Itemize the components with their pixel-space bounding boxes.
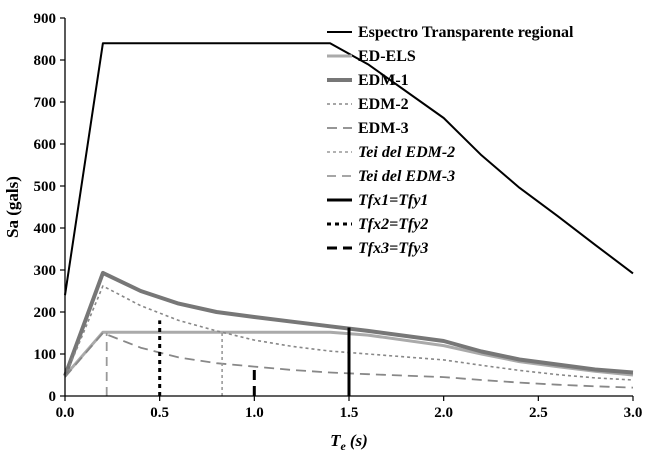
y-tick-label: 300 (34, 263, 57, 279)
legend-label-6: Tei del EDM-3 (358, 168, 455, 185)
legend-label-3: EDM-2 (358, 96, 409, 113)
y-tick-label: 200 (34, 305, 57, 321)
x-tick-label: 2.0 (434, 405, 453, 421)
x-axis-title: Te (s) (330, 431, 368, 453)
y-tick-label: 100 (34, 347, 57, 363)
y-tick-label: 0 (49, 389, 57, 405)
x-tick-label: 0.5 (150, 405, 169, 421)
series-line-0 (64, 42, 634, 296)
legend-label-0: Espectro Transparente regional (358, 24, 574, 41)
series-line-2 (63, 270, 634, 377)
x-axis-title-main: T (330, 431, 341, 450)
series-line-3 (64, 285, 634, 381)
y-tick-label: 900 (34, 11, 57, 27)
y-tick-label: 400 (34, 221, 57, 237)
x-tick-label: 0.0 (56, 405, 75, 421)
x-tick-label: 1.0 (245, 405, 264, 421)
legend: Espectro Transparente regional ED-ELS EDM-… (327, 24, 574, 257)
axes-group: 0 100 200 300 400 500 600 700 800 900 0.0 0.5 1.0 1.5… (34, 11, 643, 421)
legend-label-8: Tfx2=Tfy2 (358, 216, 428, 233)
x-axis-title-sub: e (341, 439, 347, 453)
y-tick-label: 500 (34, 179, 57, 195)
x-tick-label: 3.0 (624, 405, 643, 421)
series-group (63, 42, 634, 396)
series-line-4 (64, 332, 634, 389)
legend-label-9: Tfx3=Tfy3 (358, 240, 428, 257)
x-tick-label: 2.5 (529, 405, 548, 421)
legend-label-7: Tfx1=Tfy1 (358, 192, 428, 209)
legend-label-5: Tei del EDM-2 (358, 144, 455, 161)
y-tick-label: 600 (34, 137, 57, 153)
y-axis-title: Sa (gals) (3, 176, 22, 238)
x-tick-label: 1.5 (340, 405, 359, 421)
y-tick-label: 800 (34, 53, 57, 69)
x-axis-title-unit: (s) (350, 431, 368, 450)
legend-label-2: EDM-1 (358, 72, 409, 89)
legend-label-4: EDM-3 (358, 120, 409, 137)
y-tick-label: 700 (34, 95, 57, 111)
legend-label-1: ED-ELS (358, 48, 416, 65)
